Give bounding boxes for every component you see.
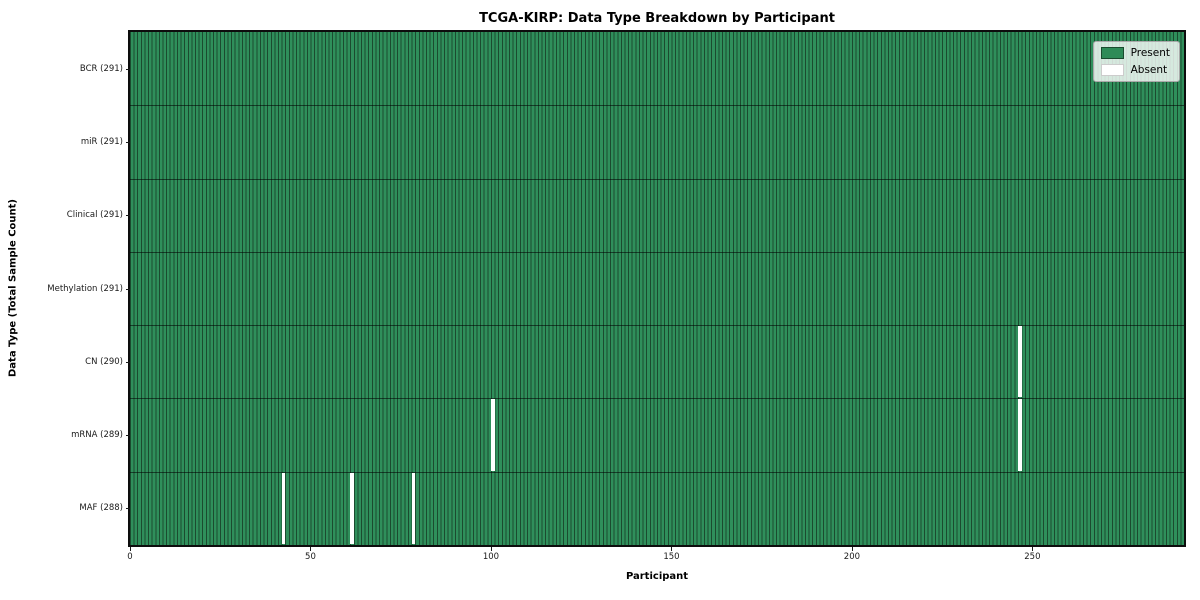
x-tick-mark [130, 547, 131, 551]
x-tick-label-50: 50 [305, 552, 316, 562]
x-tick-label-100: 100 [482, 552, 500, 562]
y-tick-label-Methylation: Methylation (291) [47, 283, 123, 294]
absent-cell-MAF-61 [350, 472, 354, 544]
y-tick-mark [126, 361, 130, 363]
absent-cell-MAF-78 [411, 472, 416, 544]
absent-cell-MAF-42 [281, 472, 286, 544]
x-tick-label-200: 200 [843, 552, 861, 562]
x-tick-mark [490, 547, 492, 551]
y-tick-mark [126, 68, 130, 70]
absent-cell-mRNA-100 [490, 399, 495, 471]
y-tick-label-BCR: BCR (291) [79, 63, 123, 74]
y-tick-label-Clinical: Clinical (291) [66, 210, 123, 221]
y-tick-mark [126, 288, 130, 290]
legend-label-absent: Absent [1130, 64, 1168, 76]
x-tick-label-0: 0 [127, 552, 133, 562]
chart-title: TCGA-KIRP: Data Type Breakdown by Partic… [479, 11, 835, 26]
legend-entry-present: Present [1100, 47, 1170, 59]
y-tick-mark [126, 141, 130, 143]
absent-cell-CN-246 [1017, 326, 1022, 398]
y-tick-label-MAF: MAF (288) [79, 503, 123, 514]
x-tick-mark [1032, 547, 1034, 551]
row-separator [130, 471, 1184, 473]
absent-cell-mRNA-246 [1017, 399, 1022, 471]
y-tick-mark [126, 508, 130, 510]
y-tick-label-miR: miR (291) [80, 136, 123, 147]
y-tick-label-CN: CN (290) [85, 356, 123, 367]
legend-label-present: Present [1130, 47, 1170, 59]
present-swatch-icon [1100, 47, 1124, 59]
absent-swatch-icon [1100, 64, 1124, 76]
row-separator [130, 178, 1184, 180]
x-tick-label-150: 150 [663, 552, 680, 562]
y-tick-mark [126, 435, 130, 437]
x-tick-mark [310, 547, 312, 551]
x-axis-label: Participant [625, 571, 689, 582]
x-tick-mark [671, 547, 673, 551]
legend-entry-absent: Absent [1100, 64, 1170, 76]
row-separator [130, 398, 1184, 400]
y-tick-mark [126, 215, 130, 217]
legend: Present Absent [1092, 41, 1180, 82]
y-tick-label-mRNA: mRNA (289) [71, 430, 123, 441]
x-tick-label-250: 250 [1024, 552, 1041, 562]
row-separator [130, 105, 1184, 107]
x-tick-mark [851, 547, 853, 551]
row-separator [130, 325, 1184, 327]
plot-area: Present Absent [128, 30, 1186, 547]
row-separator [130, 251, 1184, 253]
y-axis-label: Data Type (Total Sample Count) [7, 198, 19, 378]
